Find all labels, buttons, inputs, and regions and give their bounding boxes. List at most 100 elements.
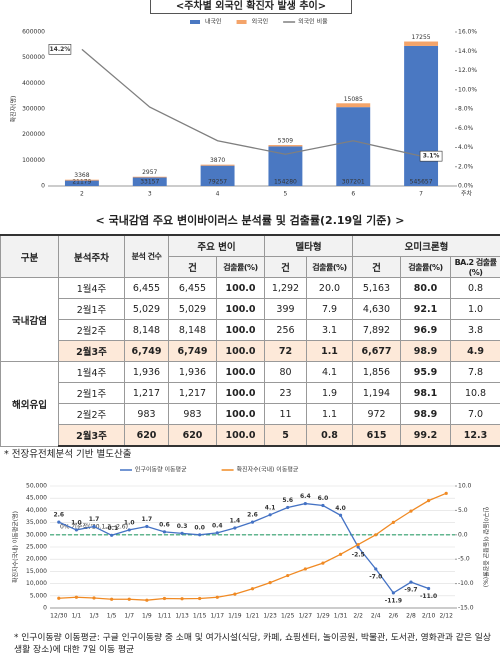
x-tick-label: 1/15 xyxy=(193,613,207,620)
point xyxy=(374,533,378,537)
header-cell: 분석주차 xyxy=(58,234,125,278)
table-cell: 6,749 xyxy=(168,340,217,362)
legend-label: 외국인 xyxy=(252,19,269,26)
point xyxy=(198,533,202,537)
y2-tick-label: -15.0 xyxy=(458,605,474,612)
x-tick-label: 1/1 xyxy=(72,613,82,620)
header-cell: 검출률(%) xyxy=(305,256,354,278)
table-cell: 1,292 xyxy=(264,277,307,299)
data-label: 1.7 xyxy=(142,516,153,523)
x-tick-label: 2/4 xyxy=(371,613,381,620)
data-label: 545657 xyxy=(410,179,433,186)
x-tick-label: 1/21 xyxy=(246,613,260,620)
y2-tick-label: 10.0% xyxy=(458,86,477,93)
data-label: 1.7 xyxy=(89,516,100,523)
x-tick-label: 2/2 xyxy=(353,613,363,620)
table-group: 국내감염 1월4주 6,455 6,455 100.0 1,292 20.0 5,163 80.… xyxy=(0,277,500,362)
data-label: -11.0 xyxy=(420,593,437,600)
line xyxy=(58,502,429,594)
bar xyxy=(64,179,99,181)
header-row: 구분 분석주차 분석 건수 주요 변이 델타형 오미크론형 xyxy=(0,234,500,278)
chart-title: <주차별 외국인 확진자 발생 추이> xyxy=(150,0,352,14)
y-tick-label: 5,000 xyxy=(30,592,47,599)
data-label: 1.4 xyxy=(230,517,241,524)
y-tick-label: 0 xyxy=(41,183,45,190)
point xyxy=(444,491,448,495)
point xyxy=(74,528,79,532)
header-cell: 구분 xyxy=(0,234,59,278)
data-label: 2.6 xyxy=(247,512,258,519)
x-tick-label: 1/19 xyxy=(228,613,242,620)
legend-label: 인구이동량 이동평균 xyxy=(135,466,187,474)
y2-tick-label: 16.0% xyxy=(458,29,477,36)
table-cell: 92.1 xyxy=(400,298,452,320)
point xyxy=(426,586,431,591)
table-cell: 98.9 xyxy=(400,403,452,425)
y-tick-label: 400000 xyxy=(22,80,45,87)
table-cell: 4.1 xyxy=(305,361,354,383)
legend-label: 내국인 xyxy=(205,18,222,26)
point xyxy=(374,567,378,571)
table-cell: 7,892 xyxy=(352,319,402,341)
y-tick-label: 15,000 xyxy=(26,568,47,575)
y-tick-label: 30,000 xyxy=(26,531,47,538)
point xyxy=(233,592,237,596)
header-row: 건 검출률(%) 건 검출률(%) 건 검출률(%) BA.2 검출률(%) xyxy=(1,256,500,278)
x-tick-label: 3 xyxy=(148,191,152,198)
table-cell: 100.0 xyxy=(216,424,265,447)
table-cell: 98.9 xyxy=(400,340,452,362)
point xyxy=(321,561,325,565)
x-tick-label: 2/8 xyxy=(406,613,416,620)
x-tick-label: 1/11 xyxy=(158,613,172,620)
data-label: -7.0 xyxy=(369,573,382,580)
y-tick-label: 50,000 xyxy=(26,483,47,490)
header-cell: 델타형 xyxy=(263,234,354,257)
point xyxy=(286,505,290,510)
data-label: 33157 xyxy=(140,179,159,186)
point xyxy=(57,520,61,524)
x-tick-label: 2/12 xyxy=(439,613,453,620)
x-tick-label: 7 xyxy=(419,191,423,198)
table-cell: 5 xyxy=(264,424,307,447)
table-cell: 100.0 xyxy=(216,361,265,383)
bar xyxy=(64,180,99,186)
table-cell: 1.1 xyxy=(305,340,354,362)
table-cell: 1.0 xyxy=(450,298,500,320)
table-cell: 256 xyxy=(264,319,307,341)
x-tick-label: 6 xyxy=(351,191,355,198)
point xyxy=(145,524,149,529)
table-cell: 8,148 xyxy=(124,319,169,341)
table-cell: 96.9 xyxy=(400,319,452,341)
note: * 전장유전체분석 기반 별도산출 xyxy=(4,449,132,460)
table-cell: 23 xyxy=(264,382,307,404)
plot-area xyxy=(48,32,455,186)
table-title: < 국내감염 주요 변이바이러스 분석률 및 검출률(2.19일 기준) > xyxy=(95,214,405,227)
y2-tick-label: -10.0 xyxy=(458,580,474,587)
y2-tick-label: 6.0% xyxy=(458,125,474,132)
data-label: 0.4 xyxy=(212,522,223,529)
data-label: 0.0 xyxy=(194,524,205,531)
table-cell: 399 xyxy=(264,298,307,320)
table-cell: 100.0 xyxy=(216,319,265,341)
data-label: -2.5 xyxy=(352,552,365,559)
table-cell: 100.0 xyxy=(216,277,265,299)
table-cell: 10.8 xyxy=(450,382,500,404)
table-cell: 4.9 xyxy=(450,340,500,362)
data-label: 15085 xyxy=(344,96,363,103)
label-box xyxy=(419,150,443,162)
point xyxy=(303,501,307,506)
data-label: -9.7 xyxy=(404,587,417,594)
point xyxy=(198,596,202,601)
legend-label: 확진자수(국내) 이동평균 xyxy=(237,466,299,474)
point xyxy=(92,524,96,529)
table-row: 해외유입 1월4주 1,936 1,936 100.0 80 4.1 1,856 95.9 7.8 xyxy=(0,361,500,447)
y-tick-label: 0 xyxy=(43,605,47,612)
header-cell: 검출률(%) xyxy=(216,256,265,278)
table-cell: 95.9 xyxy=(400,361,452,383)
point xyxy=(338,513,343,517)
x-tick-label: 1/25 xyxy=(281,613,295,620)
x-tick-label: 1/7 xyxy=(124,613,134,620)
y2-tick-label: 8.0% xyxy=(458,106,474,113)
data-label: 3870 xyxy=(210,157,225,164)
point xyxy=(409,509,413,513)
